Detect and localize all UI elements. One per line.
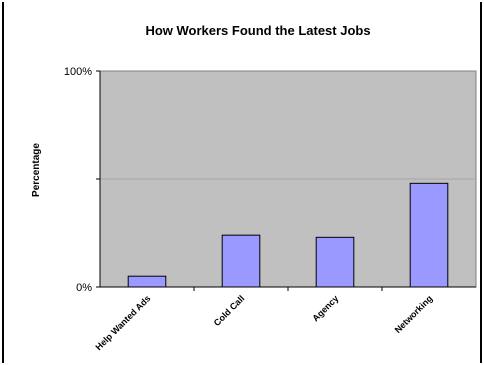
bar-1 (221, 234, 261, 288)
x-tick-labels: Help Wanted Ads Cold Call Agency Networking (93, 293, 434, 352)
bar-0 (127, 275, 167, 288)
frame-right-edge (480, 2, 482, 363)
x-tick-label-2: Agency (310, 293, 340, 323)
y-tick-labels: 0% 100% (64, 66, 92, 294)
x-tick-label-0: Help Wanted Ads (93, 293, 152, 352)
bar-2 (315, 236, 355, 288)
y-axis-label: Percentage (31, 143, 42, 197)
y-tick-label-2: 100% (64, 66, 92, 78)
axes (96, 70, 476, 291)
frame-left-edge (2, 2, 4, 363)
y-tick-label-0: 0% (76, 282, 92, 294)
bar-3 (409, 182, 449, 288)
x-tick-label-1: Cold Call (212, 293, 247, 328)
chart-title: How Workers Found the Latest Jobs (145, 23, 370, 38)
bars (127, 182, 449, 288)
x-tick-label-3: Networking (393, 293, 435, 335)
